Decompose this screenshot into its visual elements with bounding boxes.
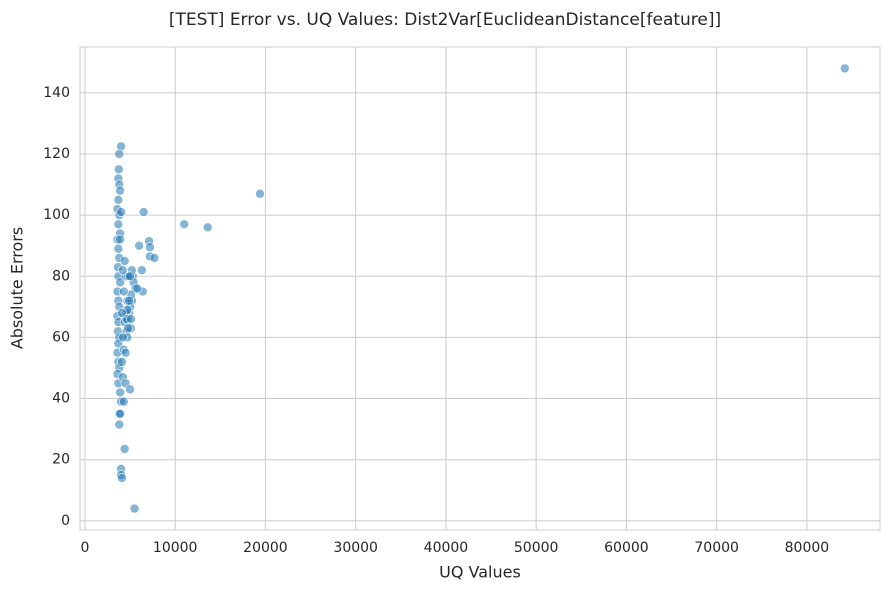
point [132,283,143,294]
point [115,277,125,288]
y-axis-label: Absolute Errors [8,227,27,349]
y-tick-label: 0 [61,513,70,529]
point [114,164,124,175]
x-tick-label: 50000 [514,540,559,556]
point [118,286,129,297]
point [123,323,134,334]
y-tick-label: 40 [52,391,70,407]
point [125,271,135,282]
point [115,387,125,398]
y-tick-label: 140 [43,85,70,101]
x-axis-label: UQ Values [439,563,521,582]
x-tick-label: 80000 [785,540,830,556]
x-tick-label: 10000 [153,540,198,556]
point [149,253,160,263]
point [114,419,125,430]
point [129,503,140,514]
point [113,219,124,230]
point [117,308,127,318]
point [117,473,127,483]
point [115,409,125,419]
y-tick-label: 80 [52,268,70,284]
point [119,444,130,454]
x-tick-label: 40000 [424,540,469,556]
point [125,384,135,395]
point [118,265,128,275]
point [117,357,127,367]
chart-title: [TEST] Error vs. UQ Values: Dist2Var[Euc… [169,10,721,30]
point [255,188,265,199]
x-tick-label: 30000 [333,540,378,556]
point [202,222,213,233]
point [118,396,129,407]
point [126,314,136,324]
point [124,295,134,306]
point [145,242,155,253]
x-tick-label: 60000 [604,540,649,556]
y-tick-label: 20 [52,452,70,468]
point [118,332,128,343]
x-tick-label: 0 [81,540,90,556]
y-tick-label: 120 [43,146,70,162]
point [119,256,130,266]
y-tick-label: 100 [43,207,70,223]
point [179,219,190,230]
point [138,207,149,217]
point [115,234,125,245]
plot-frame [79,46,881,531]
y-tick-label: 60 [52,329,70,345]
point [120,347,131,358]
point [114,149,125,159]
point [137,265,147,275]
point [115,185,125,196]
point [113,195,124,205]
point [840,63,850,74]
point [113,243,124,254]
x-tick-label: 70000 [694,540,739,556]
point [116,207,126,217]
x-tick-label: 20000 [243,540,288,556]
point [134,240,144,251]
